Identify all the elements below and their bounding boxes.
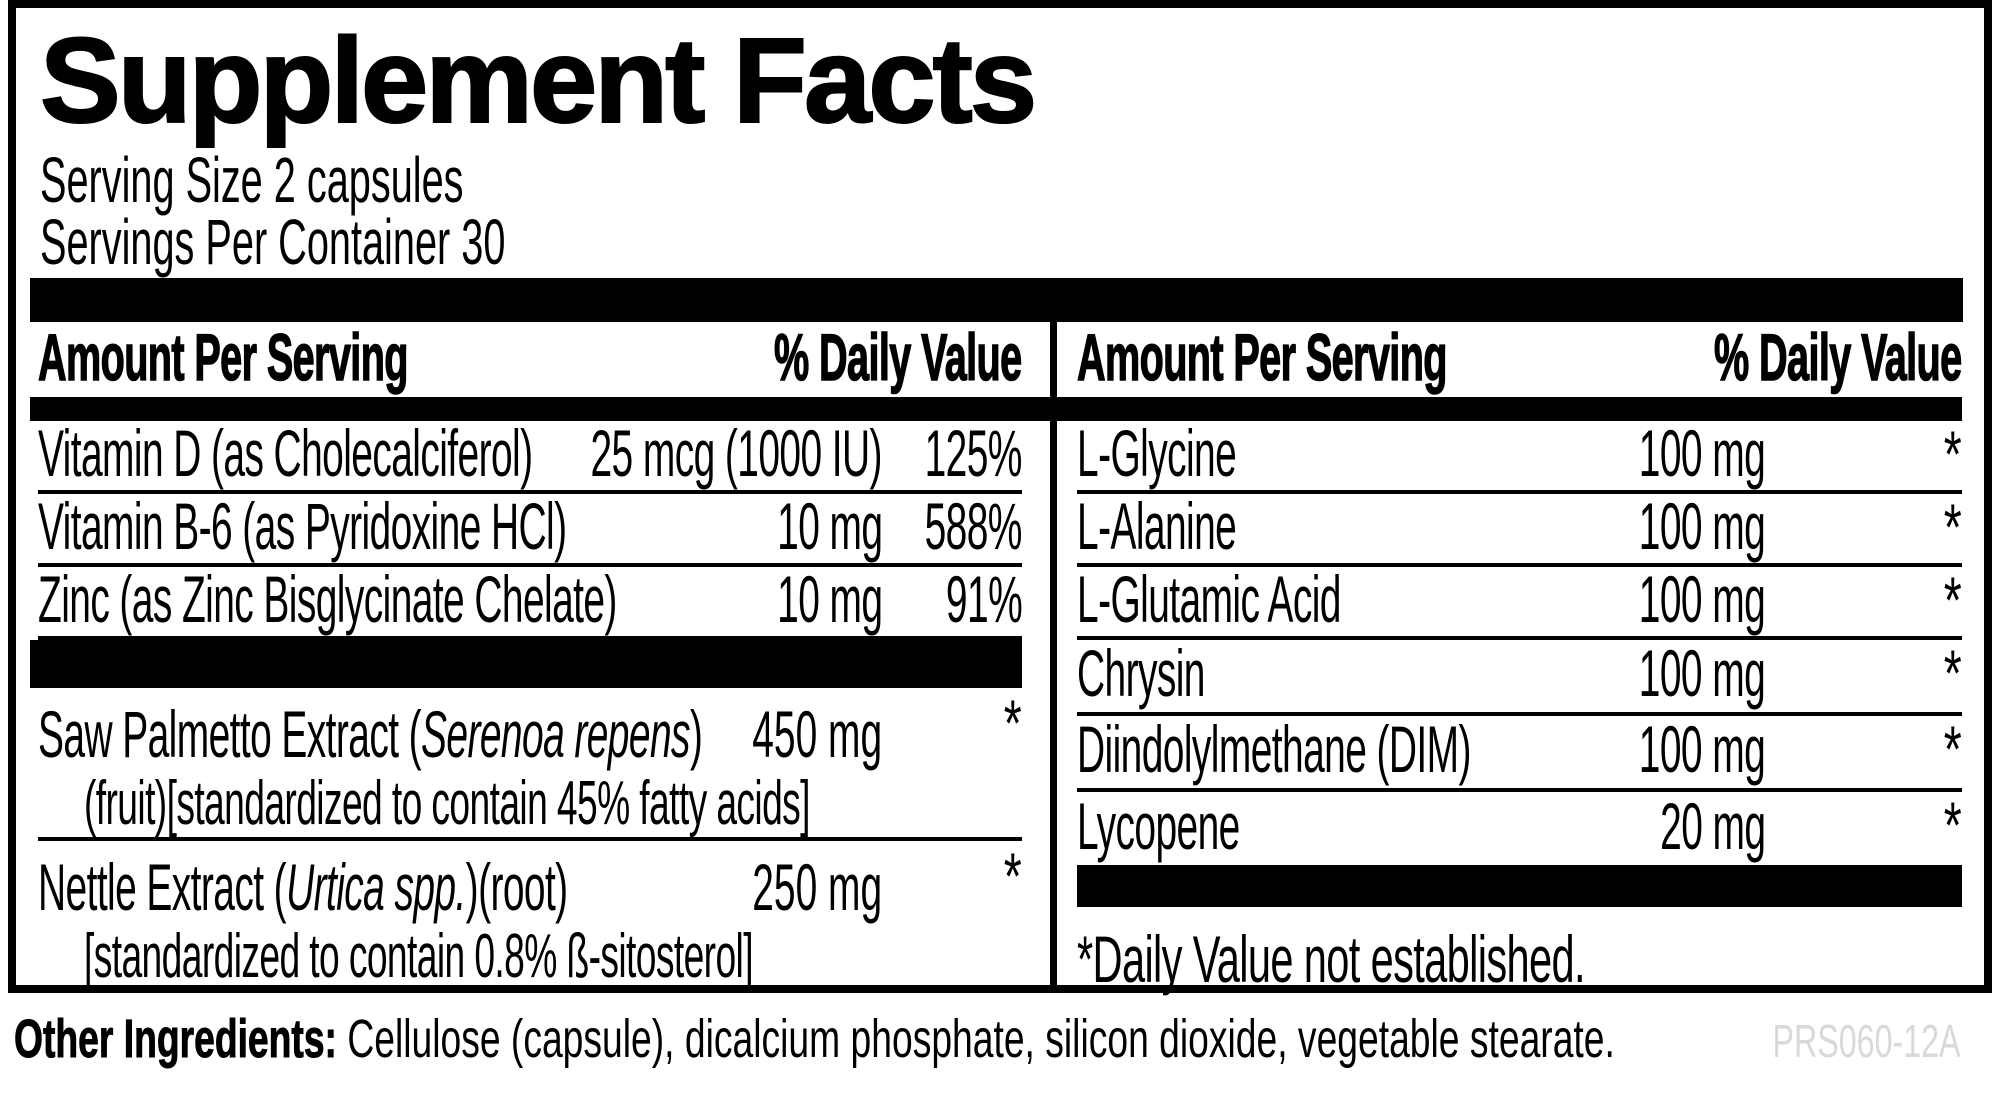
nutrient-name: Zinc (as Zinc Bisglycinate Chelate) [38, 561, 617, 636]
nutrient-name: Chrysin [1077, 635, 1205, 710]
daily-value-footnote: *Daily Value not established. [1077, 907, 1962, 996]
botanical-amount: 250 mg [752, 850, 882, 924]
table-row-chrysin: Chrysin 100 mg * [1077, 636, 1962, 716]
daily-value-asterisk: * [1944, 490, 1962, 564]
product-code: PRS060-12A [1772, 1015, 1960, 1067]
nutrient-amount: 100 mg [1638, 711, 1766, 786]
daily-value-asterisk: * [1944, 636, 1962, 710]
supplement-facts-box: Supplement Facts Serving Size 2 capsules… [8, 0, 1992, 996]
daily-value-asterisk: * [1004, 686, 1022, 760]
table-row-l-glutamic-acid: L-Glutamic Acid 100 mg * [1077, 561, 1962, 640]
servings-per-container-line: Servings Per Container 30 [40, 206, 1984, 278]
header-separator-bar [30, 397, 1057, 421]
servings-per-container-text: Servings Per Container 30 [40, 206, 506, 278]
nutrient-name: Diindolylmethane (DIM) [1077, 711, 1471, 786]
other-ingredients: Other Ingredients: Cellulose (capsule), … [14, 1008, 2000, 1070]
botanical-name-suffix: )(root) [465, 850, 568, 924]
nutrient-name: Vitamin D (as Cholecalciferol) [38, 415, 533, 490]
botanical-name: Saw Palmetto Extract (Serenoa repens) [38, 696, 703, 772]
serving-size-line: Serving Size 2 capsules [40, 144, 1984, 216]
header-separator-bar [1050, 397, 1962, 421]
daily-value-asterisk: * [1944, 563, 1962, 637]
table-row-vitamin-b6: Vitamin B-6 (as Pyridoxine HCl) 10 mg 58… [38, 488, 1023, 567]
species-name: Urtica spp. [286, 850, 466, 924]
other-ingredients-line: Other Ingredients: Cellulose (capsule), … [14, 1008, 1615, 1070]
botanical-name: Nettle Extract (Urtica spp.)(root) [38, 849, 568, 925]
nutrient-name: L-Glycine [1077, 415, 1237, 490]
table-row-l-glycine: L-Glycine 100 mg * [1077, 415, 1962, 494]
left-column: Amount Per Serving % Daily Value Vitamin… [30, 319, 1057, 991]
nutrient-name: Vitamin B-6 (as Pyridoxine HCl) [38, 488, 567, 563]
right-column-header: Amount Per Serving % Daily Value [1077, 319, 1963, 397]
table-row-vitamin-d: Vitamin D (as Cholecalciferol) 25 mcg (1… [38, 415, 1023, 494]
daily-value-header: % Daily Value [1714, 319, 1963, 395]
thick-separator-bar-right [1077, 865, 1962, 907]
column-divider [1050, 322, 1057, 985]
nutrient-amount: 10 mg [776, 488, 883, 563]
other-ingredients-text: Cellulose (capsule), dicalcium phosphate… [347, 1009, 1615, 1069]
footnote-text: *Daily Value not established. [1077, 922, 1586, 996]
botanical-amount: 450 mg [752, 697, 882, 771]
nutrient-name: Lycopene [1077, 788, 1240, 863]
nutrient-amount: 20 mg [1659, 788, 1766, 863]
table-row-zinc: Zinc (as Zinc Bisglycinate Chelate) 10 m… [38, 561, 1023, 640]
botanical-name-prefix: Nettle Extract ( [38, 850, 287, 924]
right-column: Amount Per Serving % Daily Value L-Glyci… [1050, 319, 1963, 996]
facts-table: Amount Per Serving % Daily Value Vitamin… [30, 319, 1963, 996]
botanical-detail: (fruit)[standardized to contain 45% fatt… [84, 769, 811, 838]
daily-value-header: % Daily Value [774, 319, 1023, 395]
botanical-name-suffix: ) [689, 697, 703, 771]
nutrient-daily-value: 125% [924, 415, 1023, 490]
nutrient-amount: 100 mg [1638, 415, 1766, 490]
table-row-lycopene: Lycopene 20 mg * [1077, 788, 1962, 865]
table-row-nettle: Nettle Extract (Urtica spp.)(root) 250 m… [38, 839, 1022, 991]
nutrient-amount: 10 mg [776, 561, 883, 636]
species-name: Serenoa repens [421, 697, 690, 771]
daily-value-asterisk: * [1944, 712, 1962, 786]
nutrient-amount: 25 mcg (1000 IU) [590, 415, 883, 490]
page-title: Supplement Facts [39, 12, 1038, 148]
nutrient-name: L-Alanine [1077, 488, 1237, 563]
left-column-header: Amount Per Serving % Daily Value [38, 319, 1023, 397]
nutrient-amount: 100 mg [1638, 635, 1766, 710]
thick-separator-bar-left [30, 640, 1022, 688]
daily-value-asterisk: * [1944, 788, 1962, 862]
table-row-l-alanine: L-Alanine 100 mg * [1077, 488, 1962, 567]
serving-size-text: Serving Size 2 capsules [40, 144, 464, 216]
amount-per-serving-header: Amount Per Serving [1077, 319, 1448, 395]
nutrient-daily-value: 588% [924, 488, 1023, 563]
amount-per-serving-header: Amount Per Serving [38, 319, 409, 395]
thick-separator-bar-top [30, 278, 1963, 322]
botanical-detail: [standardized to contain 0.8% ß-sitoster… [84, 922, 754, 991]
table-row-saw-palmetto: Saw Palmetto Extract (Serenoa repens) 45… [38, 688, 1022, 841]
nutrient-name: L-Glutamic Acid [1077, 561, 1341, 636]
nutrient-amount: 100 mg [1638, 561, 1766, 636]
table-row-dim: Diindolylmethane (DIM) 100 mg * [1077, 712, 1962, 792]
nutrient-amount: 100 mg [1638, 488, 1766, 563]
daily-value-asterisk: * [1004, 839, 1022, 913]
nutrient-daily-value: 91% [945, 561, 1023, 636]
botanical-name-prefix: Saw Palmetto Extract ( [38, 697, 422, 771]
other-ingredients-label: Other Ingredients: [14, 1009, 338, 1070]
daily-value-asterisk: * [1944, 417, 1962, 491]
